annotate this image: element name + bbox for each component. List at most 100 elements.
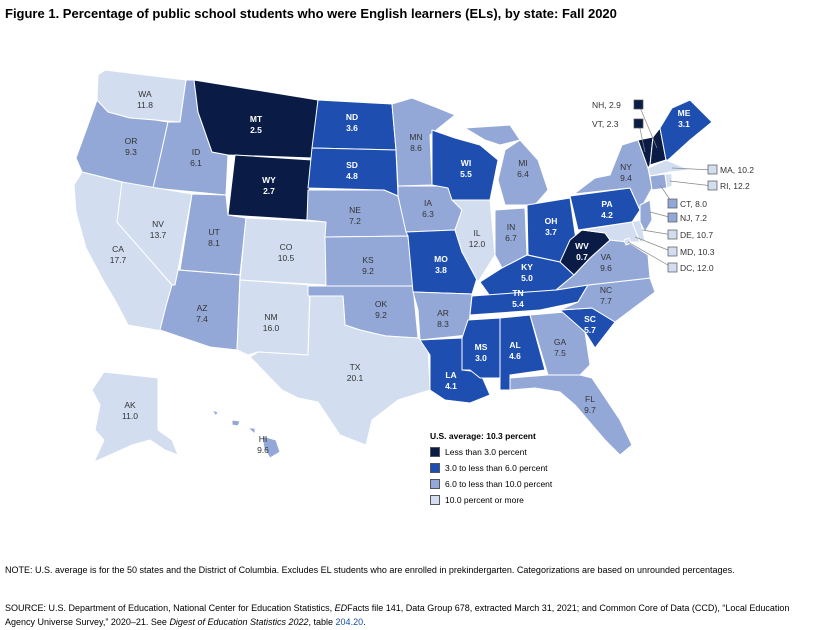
state-abbr-OR: OR bbox=[125, 136, 138, 146]
state-abbr-AR: AR bbox=[437, 308, 449, 318]
state-value-WA: 11.8 bbox=[137, 100, 153, 110]
state-abbr-MS: MS bbox=[475, 342, 488, 352]
state-abbr-WA: WA bbox=[138, 89, 152, 99]
state-abbr-MI: MI bbox=[518, 158, 527, 168]
state-value-AK: 11.0 bbox=[122, 411, 138, 421]
callout-label-NH: NH, 2.9 bbox=[592, 100, 621, 110]
state-abbr-OH: OH bbox=[545, 216, 558, 226]
state-abbr-SD: SD bbox=[346, 160, 358, 170]
callout-swatch-NH bbox=[633, 99, 644, 110]
state-value-OH: 3.7 bbox=[545, 227, 557, 237]
edfacts-prefix: ED bbox=[334, 603, 348, 613]
state-abbr-CO: CO bbox=[280, 242, 293, 252]
source: SOURCE: U.S. Department of Education, Na… bbox=[5, 601, 795, 629]
state-value-TN: 5.4 bbox=[512, 299, 524, 309]
state-value-OR: 9.3 bbox=[125, 147, 137, 157]
callout-label-MD: MD, 10.3 bbox=[680, 247, 715, 257]
state-value-UT: 8.1 bbox=[208, 238, 220, 248]
state-value-NM: 16.0 bbox=[263, 323, 280, 333]
legend-swatch bbox=[430, 463, 440, 473]
callout-swatch-DE bbox=[667, 229, 678, 240]
state-value-ND: 3.6 bbox=[346, 123, 358, 133]
state-value-OK: 9.2 bbox=[375, 310, 387, 320]
state-abbr-NE: NE bbox=[349, 205, 361, 215]
state-value-KS: 9.2 bbox=[362, 266, 374, 276]
state-abbr-CA: CA bbox=[112, 244, 124, 254]
callout-swatch-VT bbox=[633, 118, 644, 129]
state-value-ID: 6.1 bbox=[190, 158, 202, 168]
state-abbr-KY: KY bbox=[521, 262, 533, 272]
digest-title: Digest of Education Statistics 2022 bbox=[169, 617, 309, 627]
state-abbr-HI: HI bbox=[259, 434, 268, 444]
state-abbr-AL: AL bbox=[509, 340, 520, 350]
legend-item-10-or-more: 10.0 percent or more bbox=[430, 492, 552, 508]
callout-swatch-NJ bbox=[667, 212, 678, 223]
state-HI bbox=[211, 409, 281, 459]
state-abbr-NM: NM bbox=[264, 312, 277, 322]
state-abbr-AK: AK bbox=[124, 400, 136, 410]
state-DE bbox=[631, 219, 646, 243]
callout-label-CT: CT, 8.0 bbox=[680, 199, 707, 209]
state-value-WY: 2.7 bbox=[263, 186, 275, 196]
callout-swatch-RI bbox=[707, 180, 718, 191]
legend-item-3-to-6: 3.0 to less than 6.0 percent bbox=[430, 460, 552, 476]
state-FL bbox=[509, 374, 633, 456]
callout-leader-MA bbox=[671, 167, 714, 171]
state-abbr-KS: KS bbox=[362, 255, 374, 265]
state-value-MN: 8.6 bbox=[410, 143, 422, 153]
callout-label-DC: DC, 12.0 bbox=[680, 263, 714, 273]
state-abbr-ND: ND bbox=[346, 112, 358, 122]
table-link[interactable]: 204.20 bbox=[335, 617, 364, 627]
note: NOTE: U.S. average is for the 50 states … bbox=[5, 563, 795, 577]
hi-island bbox=[261, 435, 281, 459]
state-abbr-ME: ME bbox=[678, 108, 691, 118]
state-abbr-TN: TN bbox=[512, 288, 523, 298]
callout-leader-RI bbox=[669, 180, 714, 187]
callout-leader-DC bbox=[627, 241, 674, 269]
source-text-1: SOURCE: U.S. Department of Education, Na… bbox=[5, 603, 335, 613]
state-value-AZ: 7.4 bbox=[196, 314, 208, 324]
callout-label-RI: RI, 12.2 bbox=[720, 181, 750, 191]
state-abbr-NV: NV bbox=[152, 219, 164, 229]
legend-label: 6.0 to less than 10.0 percent bbox=[445, 479, 553, 489]
state-value-MS: 3.0 bbox=[475, 353, 487, 363]
callout-swatch-MA bbox=[707, 164, 718, 175]
callout-leader-VT bbox=[638, 123, 646, 153]
state-abbr-AZ: AZ bbox=[197, 303, 208, 313]
source-text-3: , table bbox=[308, 617, 336, 627]
state-AR bbox=[412, 291, 473, 341]
state-value-VA: 9.6 bbox=[600, 263, 612, 273]
state-abbr-WV: WV bbox=[575, 241, 589, 251]
state-AK bbox=[91, 371, 179, 463]
state-abbr-MT: MT bbox=[250, 114, 263, 124]
state-abbr-ID: ID bbox=[192, 147, 201, 157]
state-value-SD: 4.8 bbox=[346, 171, 358, 181]
legend-title: U.S. average: 10.3 percent bbox=[430, 431, 536, 441]
state-value-AR: 8.3 bbox=[437, 319, 449, 329]
state-CT bbox=[649, 173, 668, 191]
state-abbr-FL: FL bbox=[585, 394, 595, 404]
state-callouts: NH, 2.9 VT, 2.3 MA, 10.2 RI, 12.2 CT, 8.0 NJ,… bbox=[592, 99, 754, 273]
state-abbr-UT: UT bbox=[208, 227, 219, 237]
state-value-GA: 7.5 bbox=[554, 348, 566, 358]
edfacts-suffix: Facts bbox=[347, 603, 370, 613]
legend-label: 3.0 to less than 6.0 percent bbox=[445, 463, 548, 473]
state-value-AL: 4.6 bbox=[509, 351, 521, 361]
legend-item-6-to-10: 6.0 to less than 10.0 percent bbox=[430, 476, 552, 492]
state-abbr-MN: MN bbox=[409, 132, 422, 142]
callout-label-MA: MA, 10.2 bbox=[720, 165, 754, 175]
state-DC bbox=[623, 237, 632, 246]
state-value-HI: 9.6 bbox=[257, 445, 269, 455]
legend-label: Less than 3.0 percent bbox=[445, 447, 527, 457]
state-value-WV: 0.7 bbox=[576, 252, 588, 262]
state-RI bbox=[664, 173, 673, 189]
legend-swatch bbox=[430, 479, 440, 489]
state-value-NY: 9.4 bbox=[620, 173, 632, 183]
state-value-MT: 2.5 bbox=[250, 125, 262, 135]
state-abbr-IN: IN bbox=[507, 222, 516, 232]
state-value-NV: 13.7 bbox=[150, 230, 167, 240]
hi-island bbox=[211, 409, 219, 417]
state-value-IL: 12.0 bbox=[469, 239, 486, 249]
